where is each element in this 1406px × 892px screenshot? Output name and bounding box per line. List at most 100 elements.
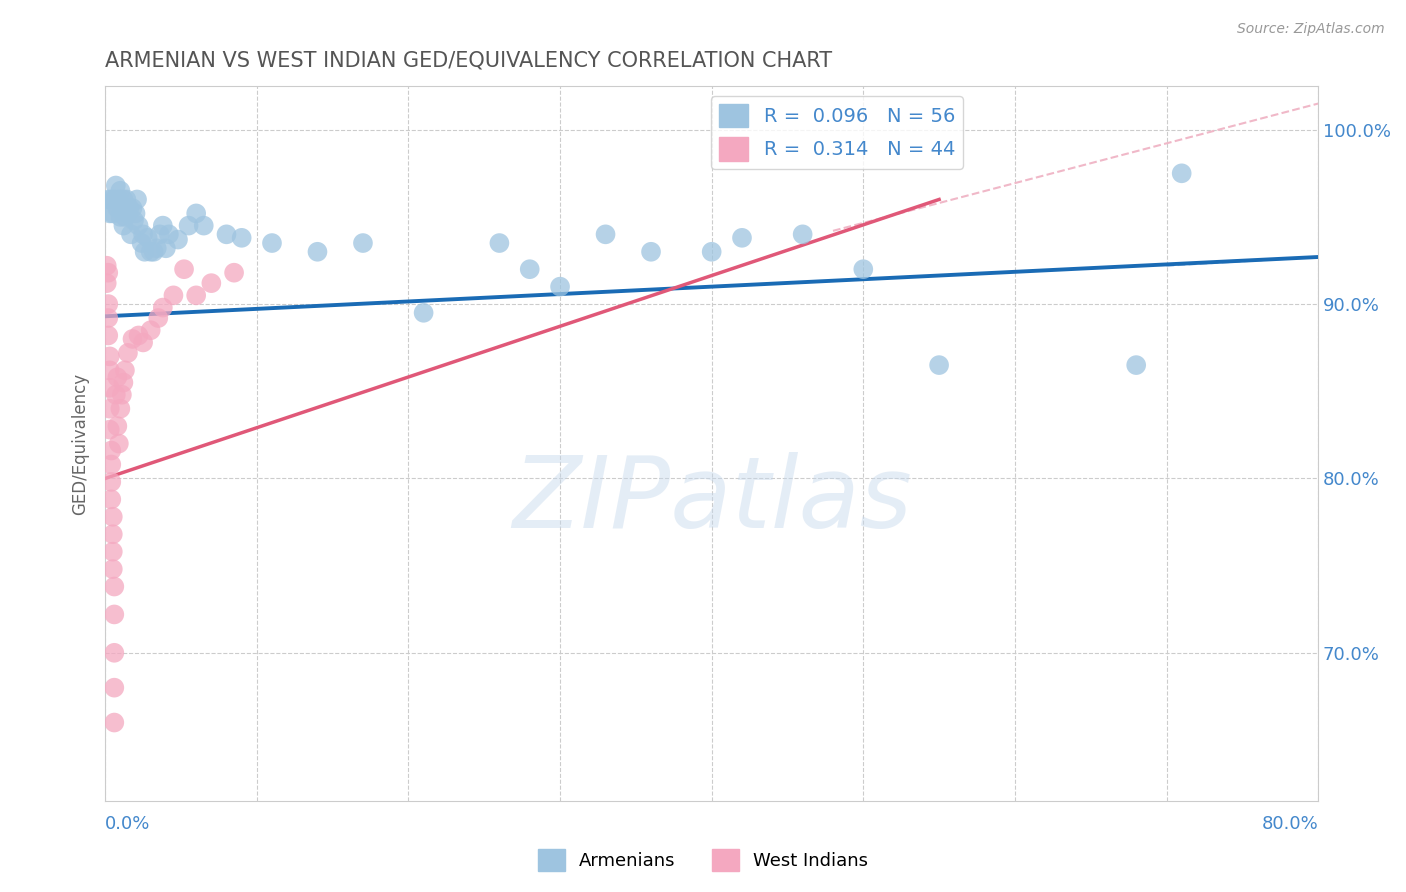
Point [162, 288, 184, 302]
Point [101, 544, 124, 558]
Point [98, 206, 121, 220]
Point [108, 193, 131, 207]
Text: Source: ZipAtlas.com: Source: ZipAtlas.com [1237, 22, 1385, 37]
Point [111, 201, 134, 215]
Text: ARMENIAN VS WEST INDIAN GED/EQUIVALENCY CORRELATION CHART: ARMENIAN VS WEST INDIAN GED/EQUIVALENCY … [105, 51, 832, 70]
Point [103, 646, 125, 660]
Point [103, 681, 125, 695]
Point [231, 231, 253, 245]
Point [260, 235, 283, 250]
Point [101, 509, 124, 524]
Point [152, 301, 174, 315]
Point [792, 227, 814, 242]
Point [98, 401, 121, 416]
Point [100, 458, 122, 472]
Point [167, 233, 190, 247]
Point [100, 492, 122, 507]
Point [139, 244, 162, 259]
Point [142, 244, 165, 259]
Point [105, 370, 128, 384]
Point [595, 227, 617, 242]
Point [103, 607, 125, 622]
Point [134, 244, 156, 259]
Point [1125, 358, 1147, 372]
Point [122, 213, 145, 227]
Y-axis label: GED/Equivalency: GED/Equivalency [72, 373, 89, 515]
Point [100, 443, 122, 458]
Point [117, 346, 139, 360]
Point [114, 363, 136, 377]
Point [125, 193, 148, 207]
Point [928, 358, 950, 372]
Point [105, 419, 128, 434]
Text: 0.0%: 0.0% [105, 815, 150, 833]
Point [307, 244, 329, 259]
Point [193, 219, 215, 233]
Point [128, 219, 150, 233]
Point [110, 210, 132, 224]
Text: 80.0%: 80.0% [1261, 815, 1319, 833]
Point [97, 193, 120, 207]
Point [103, 193, 125, 207]
Point [98, 423, 121, 437]
Point [152, 219, 174, 233]
Point [149, 227, 172, 242]
Point [100, 193, 122, 207]
Point [101, 527, 124, 541]
Point [120, 227, 142, 242]
Point [128, 328, 150, 343]
Point [111, 388, 134, 402]
Point [215, 227, 238, 242]
Point [108, 436, 131, 450]
Point [124, 206, 146, 220]
Point [110, 401, 132, 416]
Point [96, 259, 118, 273]
Point [103, 580, 125, 594]
Point [112, 193, 135, 207]
Point [155, 241, 177, 255]
Legend: Armenians, West Indians: Armenians, West Indians [530, 842, 876, 879]
Point [105, 201, 128, 215]
Point [98, 350, 121, 364]
Point [519, 262, 541, 277]
Point [104, 178, 127, 193]
Point [186, 206, 208, 220]
Point [145, 241, 167, 255]
Point [103, 715, 125, 730]
Point [114, 210, 136, 224]
Point [139, 323, 162, 337]
Point [97, 297, 120, 311]
Point [200, 276, 222, 290]
Point [121, 332, 143, 346]
Point [96, 276, 118, 290]
Point [97, 328, 120, 343]
Point [117, 206, 139, 220]
Point [222, 266, 245, 280]
Point [97, 266, 120, 280]
Point [352, 235, 374, 250]
Point [118, 201, 141, 215]
Point [121, 201, 143, 215]
Point [132, 227, 155, 242]
Point [132, 335, 155, 350]
Point [97, 311, 120, 326]
Point [157, 227, 180, 242]
Text: ZIPatlas: ZIPatlas [512, 452, 911, 549]
Point [173, 262, 195, 277]
Point [131, 235, 153, 250]
Point [98, 363, 121, 377]
Point [186, 288, 208, 302]
Legend: R =  0.096   N = 56, R =  0.314   N = 44: R = 0.096 N = 56, R = 0.314 N = 44 [711, 95, 963, 169]
Point [548, 279, 571, 293]
Point [115, 193, 138, 207]
Point [148, 311, 170, 326]
Point [852, 262, 875, 277]
Point [731, 231, 754, 245]
Point [98, 381, 121, 395]
Point [412, 306, 434, 320]
Point [104, 388, 127, 402]
Point [110, 184, 132, 198]
Point [101, 206, 124, 220]
Point [101, 562, 124, 576]
Point [177, 219, 200, 233]
